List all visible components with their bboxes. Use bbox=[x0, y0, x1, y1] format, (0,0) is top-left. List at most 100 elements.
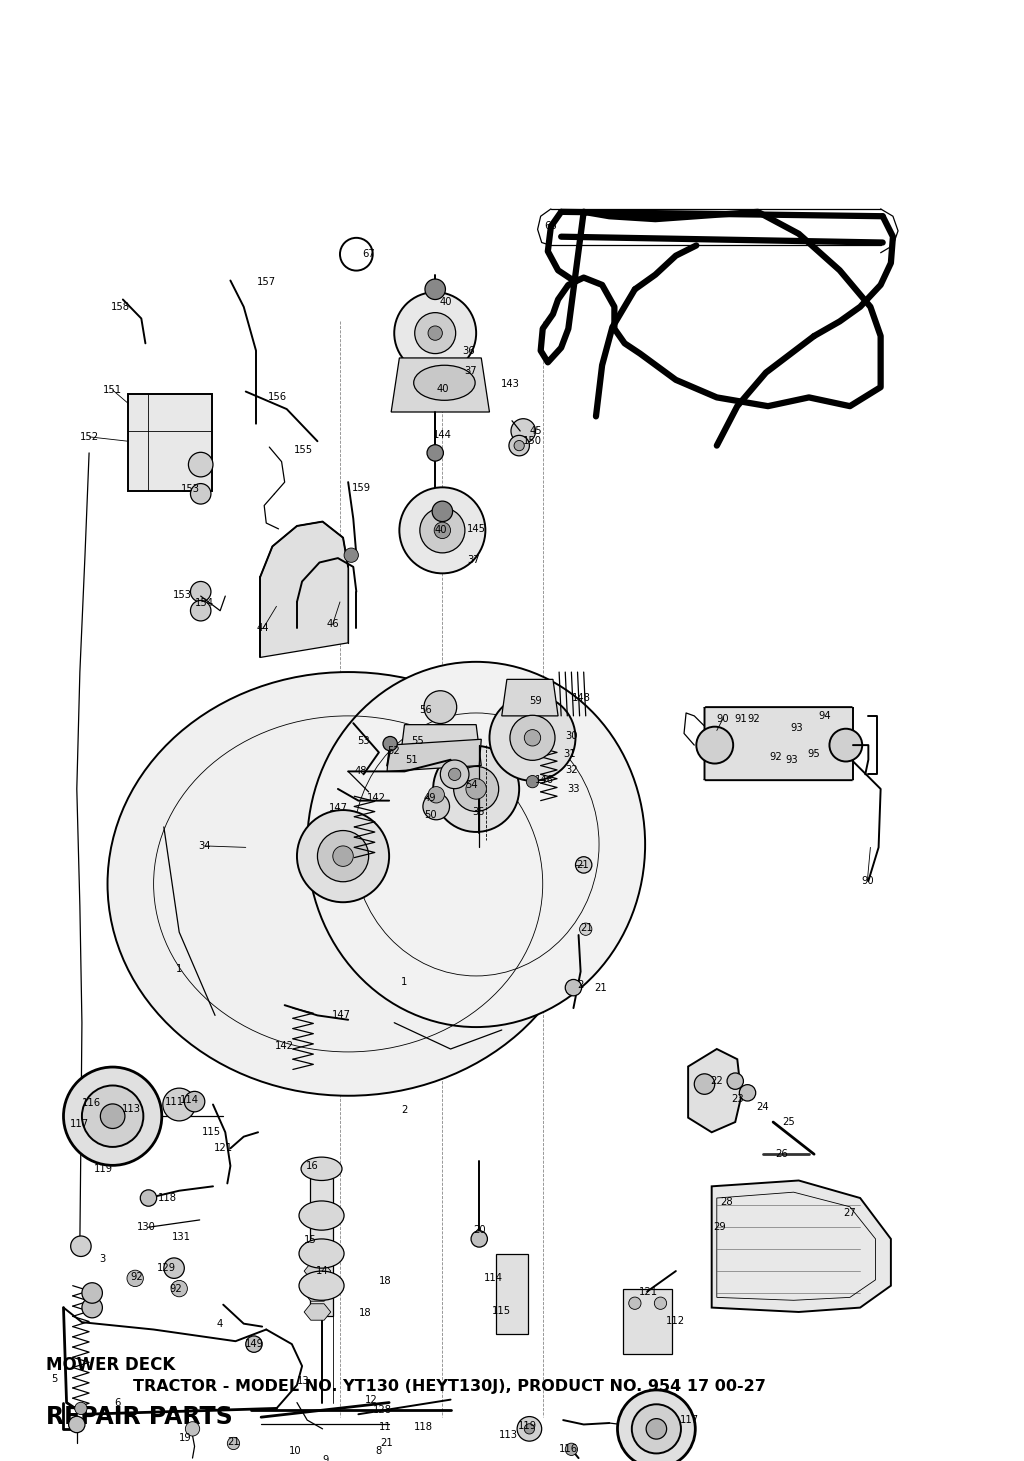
Ellipse shape bbox=[299, 1201, 344, 1230]
Text: 149: 149 bbox=[245, 1340, 263, 1349]
Circle shape bbox=[317, 830, 369, 882]
Text: 32: 32 bbox=[565, 766, 578, 774]
Circle shape bbox=[575, 856, 592, 874]
Circle shape bbox=[82, 1086, 143, 1147]
Text: 142: 142 bbox=[368, 793, 386, 802]
Circle shape bbox=[511, 419, 536, 443]
Circle shape bbox=[227, 1438, 240, 1449]
Circle shape bbox=[739, 1084, 756, 1102]
Text: 117: 117 bbox=[71, 1119, 89, 1128]
Circle shape bbox=[425, 367, 445, 387]
Text: 50: 50 bbox=[424, 811, 436, 820]
Text: 159: 159 bbox=[352, 484, 371, 492]
Text: 92: 92 bbox=[170, 1284, 182, 1293]
Text: 29: 29 bbox=[714, 1223, 726, 1232]
Text: 111: 111 bbox=[165, 1097, 183, 1106]
FancyBboxPatch shape bbox=[496, 1254, 528, 1334]
Polygon shape bbox=[399, 725, 481, 766]
Text: 33: 33 bbox=[567, 785, 580, 793]
Circle shape bbox=[514, 440, 524, 451]
Text: 30: 30 bbox=[565, 732, 578, 741]
Circle shape bbox=[428, 786, 444, 804]
Text: 3: 3 bbox=[99, 1255, 105, 1264]
Text: 16: 16 bbox=[306, 1161, 318, 1170]
Polygon shape bbox=[391, 358, 489, 412]
Text: 31: 31 bbox=[563, 749, 575, 758]
Text: 118: 118 bbox=[414, 1423, 432, 1432]
Text: 24: 24 bbox=[757, 1103, 769, 1112]
Text: 131: 131 bbox=[172, 1233, 190, 1242]
Circle shape bbox=[383, 736, 397, 751]
Text: 26: 26 bbox=[775, 1150, 787, 1159]
Text: 53: 53 bbox=[357, 736, 370, 745]
Polygon shape bbox=[304, 1284, 331, 1302]
Ellipse shape bbox=[307, 662, 645, 1027]
Text: 93: 93 bbox=[785, 755, 798, 764]
Text: 147: 147 bbox=[332, 1011, 350, 1020]
Circle shape bbox=[71, 1236, 91, 1256]
Text: 92: 92 bbox=[131, 1273, 143, 1281]
Circle shape bbox=[82, 1297, 102, 1318]
Circle shape bbox=[646, 1419, 667, 1439]
Text: 93: 93 bbox=[791, 723, 803, 732]
Text: 15: 15 bbox=[304, 1236, 316, 1245]
Text: 143: 143 bbox=[501, 380, 519, 389]
Text: 54: 54 bbox=[465, 780, 477, 789]
Circle shape bbox=[164, 1258, 184, 1278]
Ellipse shape bbox=[108, 672, 589, 1096]
Circle shape bbox=[434, 522, 451, 539]
Text: 21: 21 bbox=[581, 923, 593, 932]
Text: 150: 150 bbox=[523, 437, 542, 446]
Text: 21: 21 bbox=[381, 1439, 393, 1448]
Text: 20: 20 bbox=[473, 1226, 485, 1235]
Text: 156: 156 bbox=[268, 393, 287, 402]
Ellipse shape bbox=[301, 1157, 342, 1180]
Text: 13: 13 bbox=[297, 1376, 309, 1385]
Text: 119: 119 bbox=[518, 1422, 537, 1430]
Text: 21: 21 bbox=[595, 983, 607, 992]
Circle shape bbox=[526, 776, 539, 787]
Circle shape bbox=[394, 292, 476, 374]
Text: 21: 21 bbox=[577, 861, 589, 869]
Text: 40: 40 bbox=[434, 526, 446, 535]
Ellipse shape bbox=[299, 1271, 344, 1300]
Circle shape bbox=[246, 1335, 262, 1353]
Text: 114: 114 bbox=[180, 1096, 199, 1105]
Circle shape bbox=[428, 326, 442, 340]
Circle shape bbox=[185, 1422, 200, 1436]
Text: 116: 116 bbox=[559, 1445, 578, 1454]
Circle shape bbox=[565, 1443, 578, 1455]
Text: 116: 116 bbox=[82, 1099, 100, 1107]
Text: 34: 34 bbox=[199, 842, 211, 850]
Text: 90: 90 bbox=[717, 714, 729, 723]
Circle shape bbox=[190, 484, 211, 504]
Polygon shape bbox=[304, 1262, 331, 1280]
FancyBboxPatch shape bbox=[128, 394, 212, 491]
Ellipse shape bbox=[414, 365, 475, 400]
Circle shape bbox=[75, 1403, 87, 1414]
Polygon shape bbox=[502, 679, 558, 716]
Text: 22: 22 bbox=[711, 1077, 723, 1086]
Circle shape bbox=[433, 747, 519, 831]
Text: 118: 118 bbox=[158, 1194, 176, 1202]
Text: 144: 144 bbox=[433, 431, 452, 440]
FancyBboxPatch shape bbox=[310, 1178, 333, 1316]
Circle shape bbox=[565, 979, 582, 996]
Text: 94: 94 bbox=[818, 712, 830, 720]
Text: 95: 95 bbox=[808, 749, 820, 758]
Text: 40: 40 bbox=[436, 384, 449, 393]
Text: 21: 21 bbox=[227, 1438, 240, 1446]
Text: 49: 49 bbox=[424, 793, 436, 802]
Circle shape bbox=[427, 444, 443, 462]
Circle shape bbox=[423, 793, 450, 820]
Circle shape bbox=[420, 508, 465, 552]
Text: TRACTOR - MODEL NO. YT130 (HEYT130J), PRODUCT NO. 954 17 00-27: TRACTOR - MODEL NO. YT130 (HEYT130J), PR… bbox=[133, 1379, 766, 1394]
Ellipse shape bbox=[299, 1239, 344, 1268]
Circle shape bbox=[63, 1067, 162, 1166]
Text: 153: 153 bbox=[181, 485, 200, 494]
Text: 48: 48 bbox=[354, 767, 367, 776]
Text: 55: 55 bbox=[412, 736, 424, 745]
Text: 56: 56 bbox=[420, 706, 432, 714]
Text: 91: 91 bbox=[734, 714, 746, 723]
Text: 68: 68 bbox=[545, 222, 557, 231]
